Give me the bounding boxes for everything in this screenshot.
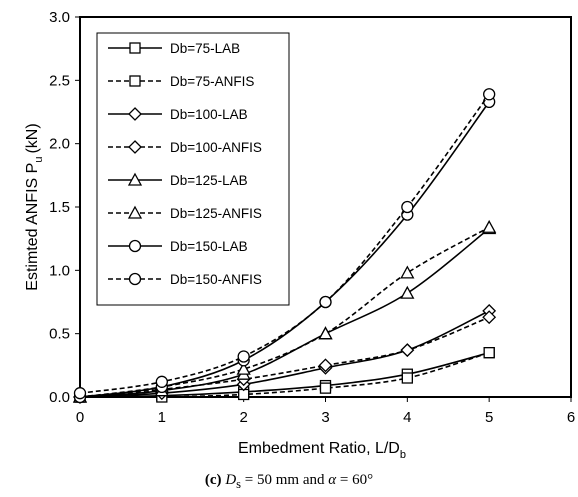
series-line (79, 351, 490, 398)
data-point (483, 347, 495, 359)
legend-item: Db=125-ANFIS (108, 205, 262, 221)
legend-label: Db=75-LAB (170, 41, 240, 56)
x-tick-label: 1 (158, 409, 166, 426)
x-tick-label: 2 (239, 409, 247, 426)
legend: Db=75-LAB Db=75-ANFIS Db=100-LAB Db=100-ANF… (96, 32, 290, 306)
y-tick-label: 0.0 (49, 389, 70, 406)
legend-marker (127, 172, 143, 186)
legend-label: Db=100-LAB (170, 107, 248, 122)
data-point (318, 326, 333, 340)
caption-alpha-symbol: α (328, 472, 337, 488)
x-axis-title-sub: b (400, 449, 406, 461)
series-line (79, 93, 490, 394)
legend-marker (129, 75, 141, 87)
y-axis-title-sub: u (33, 157, 45, 163)
legend-marker (129, 42, 141, 54)
legend-label: Db=150-LAB (170, 239, 248, 254)
data-point (73, 387, 87, 400)
series-line (79, 227, 490, 398)
x-tick-label: 3 (321, 409, 329, 426)
legend-marker (128, 272, 142, 286)
chart: 0.0 0.5 1.0 1.5 2.0 2.5 3.0 0 1 2 3 4 5 6 Estimted A… (24, 9, 575, 461)
y-axis-ticks: 0.0 0.5 1.0 1.5 2.0 2.5 3.0 (49, 9, 80, 406)
legend-item: Db=75-ANFIS (108, 74, 254, 89)
caption-ds-sub: s (236, 477, 242, 491)
series-db-150-anfis (73, 88, 496, 400)
data-point (400, 285, 415, 299)
legend-marker (128, 239, 142, 253)
legend-label: Db=75-ANFIS (170, 74, 254, 89)
series-group (72, 88, 497, 404)
caption-label: (c) (204, 472, 222, 488)
data-point (482, 219, 497, 233)
caption-ds-text: = 50 mm and (241, 472, 329, 488)
figure-caption: (c) Ds = 50 mm and α = 60° (0, 472, 578, 492)
series-line (79, 316, 490, 398)
legend-marker (128, 140, 142, 154)
legend-item: Db=150-ANFIS (108, 272, 262, 287)
legend-label: Db=125-LAB (170, 173, 248, 188)
legend-marker (127, 205, 143, 219)
caption-ds-symbol: D (225, 472, 237, 488)
x-tick-label: 4 (403, 409, 411, 426)
x-axis-ticks: 0 1 2 3 4 5 6 (76, 397, 575, 426)
y-tick-label: 1.5 (49, 199, 70, 216)
legend-item: Db=125-LAB (108, 172, 248, 188)
y-axis-title-unit: (kN) (24, 123, 41, 153)
series-line (79, 351, 490, 398)
data-point (319, 295, 332, 309)
data-point (482, 310, 497, 325)
y-tick-label: 3.0 (49, 9, 70, 26)
x-axis-title: Embedment Ratio, L/Db (238, 440, 406, 461)
data-point (400, 265, 415, 279)
legend-label: Db=150-ANFIS (170, 272, 262, 287)
legend-item: Db=100-ANFIS (108, 140, 262, 155)
data-point (401, 200, 414, 214)
y-tick-label: 0.5 (49, 326, 70, 343)
x-tick-label: 5 (485, 409, 493, 426)
y-axis-title: Estimted ANFIS Pu (kN) (24, 123, 45, 290)
legend-marker (128, 107, 142, 121)
legend-label: Db=125-ANFIS (170, 206, 262, 221)
x-tick-label: 6 (567, 409, 575, 426)
data-point (483, 88, 496, 101)
x-axis-title-main: Embedment Ratio, L/D (238, 440, 400, 457)
legend-item: Db=150-LAB (108, 239, 248, 254)
legend-item: Db=100-LAB (108, 107, 248, 122)
y-tick-label: 2.0 (49, 136, 70, 153)
x-tick-label: 0 (76, 409, 84, 426)
legend-item: Db=75-LAB (108, 41, 240, 56)
legend-label: Db=100-ANFIS (170, 140, 262, 155)
data-point (237, 350, 250, 363)
data-point (318, 358, 333, 373)
data-point (155, 375, 168, 388)
y-tick-label: 1.0 (49, 262, 70, 279)
data-point (236, 361, 251, 375)
y-tick-label: 2.5 (49, 72, 70, 89)
data-point (400, 343, 415, 358)
data-point (401, 372, 413, 384)
legend-items: Db=75-LAB Db=75-ANFIS Db=100-LAB Db=100-ANF… (108, 41, 262, 287)
y-axis-title-main: Estimted ANFIS P (24, 163, 41, 291)
data-point (319, 382, 332, 394)
legend-box (96, 32, 290, 306)
caption-alpha-text: = 60° (336, 472, 374, 488)
